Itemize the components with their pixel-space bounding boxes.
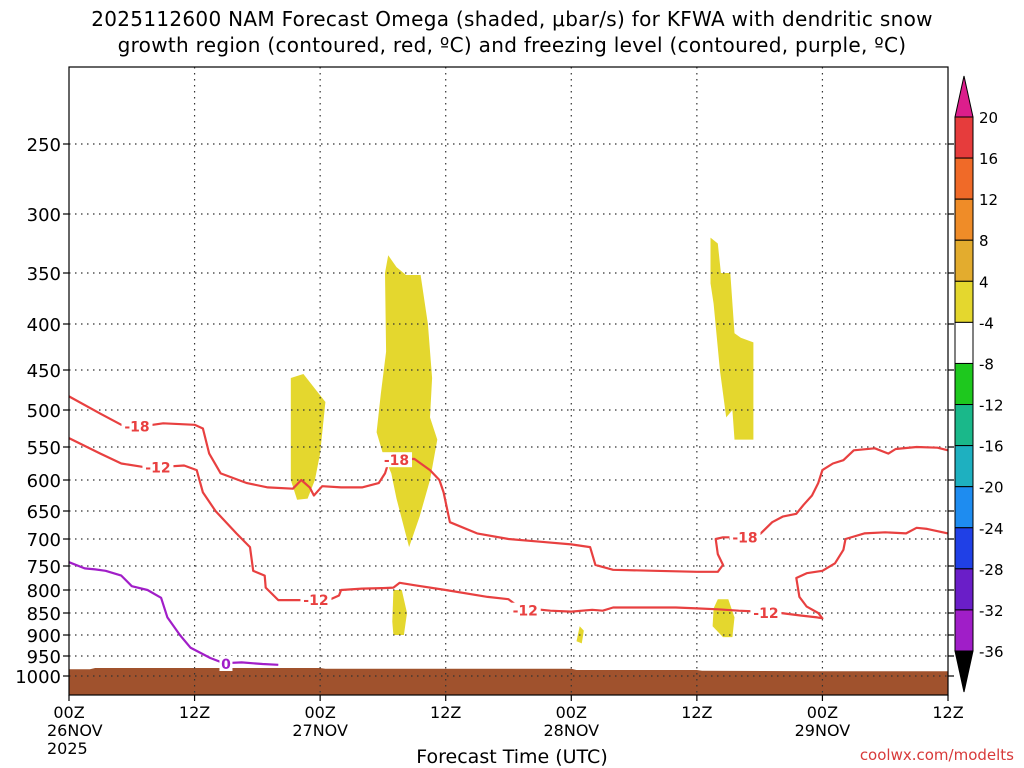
colorbar-label-4: 4: [979, 273, 989, 291]
omega-4-8-area-6: [712, 599, 735, 638]
colorbar-bottom-arrow: [954, 650, 974, 693]
contour-label-0: -18: [124, 419, 149, 435]
contour-label-bg-0: [121, 418, 153, 434]
colorbar-swatch-12: [954, 609, 974, 652]
contour-label-6: -12: [753, 606, 778, 622]
colorbar-label-2: 12: [979, 191, 998, 209]
x-tick-label-0-line2: 26NOV: [47, 721, 103, 740]
omega-4-8-area-1: [290, 374, 326, 500]
omega-shaded-layer: [290, 237, 754, 644]
contour-label-4: -12: [513, 604, 538, 620]
colorbar-swatch-4: [954, 280, 974, 323]
credit-text: coolwx.com/modelts: [859, 746, 1014, 764]
colorbar-swatch-2: [954, 198, 974, 241]
y-tick-label-300: 300: [27, 205, 61, 226]
y-tick-label-350: 350: [27, 264, 61, 285]
contour-label-2: -18: [384, 453, 409, 469]
colorbar-label-11: -28: [979, 561, 1004, 579]
colorbar-label-3: 8: [979, 232, 989, 250]
contour-label-bg-7: [219, 656, 233, 671]
contour-label-layer: -18 -12 -18 -12 -12 -18 -12 0: [121, 418, 782, 673]
x-axis-label: Forecast Time (UTC): [416, 746, 608, 768]
colorbar-top-arrow: [954, 75, 974, 118]
x-tick-label-0-line3: 2025: [47, 739, 88, 758]
colorbar-swatch-3: [954, 239, 974, 282]
y-tick-label-650: 650: [27, 502, 61, 523]
contour-layer: [68, 395, 949, 666]
colorbar-swatch-7: [954, 404, 974, 447]
freezing-level-contour: [68, 561, 279, 666]
y-tick-label-400: 400: [27, 315, 61, 336]
x-tick-label-84-line1: 12Z: [932, 703, 963, 722]
y-tick-label-250: 250: [27, 135, 61, 156]
colorbar-label-7: -12: [979, 397, 1004, 415]
chart-title: 2025112600 NAM Forecast Omega (shaded, μ…: [0, 6, 1024, 58]
y-tick-label-850: 850: [27, 604, 61, 625]
colorbar-label-13: -36: [979, 643, 1004, 661]
axes-layer: 2503003504004505005506006507007508008509…: [15, 66, 964, 758]
colorbar-swatch-10: [954, 527, 974, 570]
colorbar-label-1: 16: [979, 150, 998, 168]
contour-label-bg-5: [729, 529, 761, 545]
minus-18-contour-upper: [68, 395, 949, 573]
plot-frame: [68, 66, 949, 696]
grid-layer: [69, 67, 948, 695]
contour-label-bg-6: [750, 605, 782, 620]
colorbar-label-8: -16: [979, 438, 1004, 456]
colorbar-swatch-6: [954, 362, 974, 406]
terrain-layer: [69, 668, 948, 695]
x-tick-label-24-line2: 27NOV: [292, 721, 348, 740]
chart-title-line-2: growth region (contoured, red, ºC) and f…: [117, 33, 907, 57]
colorbar-swatch-1: [954, 157, 974, 200]
x-tick-label-36-line1: 12Z: [430, 703, 461, 722]
y-tick-label-550: 550: [27, 438, 61, 459]
contour-label-bg-2: [381, 452, 413, 468]
colorbar-label-10: -24: [979, 520, 1004, 538]
x-tick-label-72-line2: 29NOV: [795, 721, 851, 740]
colorbar-label-9: -20: [979, 479, 1004, 497]
colorbar-label-5: -4: [979, 314, 994, 332]
y-tick-label-950: 950: [27, 647, 61, 668]
colorbar-label-12: -32: [979, 602, 1004, 620]
minus-12-contour-lower: [68, 437, 949, 620]
y-tick-label-750: 750: [27, 557, 61, 578]
y-tick-label-1000: 1000: [15, 667, 61, 688]
y-tick-label-500: 500: [27, 401, 61, 422]
y-tick-label-600: 600: [27, 471, 61, 492]
contour-label-bg-1: [142, 459, 174, 475]
x-tick-label-0-line1: 00Z: [53, 703, 84, 722]
colorbar-swatch-0: [954, 116, 974, 159]
x-tick-label-48-line1: 00Z: [556, 703, 587, 722]
omega-4-8-area-2: [376, 255, 438, 548]
y-tick-label-450: 450: [27, 361, 61, 382]
contour-label-7: 0: [221, 657, 231, 673]
x-tick-label-24-line1: 00Z: [304, 703, 335, 722]
y-tick-label-700: 700: [27, 530, 61, 551]
x-tick-label-72-line1: 00Z: [807, 703, 838, 722]
colorbar-swatch-9: [954, 486, 974, 529]
x-tick-label-48-line2: 28NOV: [543, 721, 599, 740]
contour-label-bg-3: [300, 592, 332, 608]
contour-label-5: -18: [732, 530, 757, 546]
omega-4-8-area-5: [710, 237, 754, 440]
colorbar-label-0: 20: [979, 109, 998, 127]
colorbar-label-6: -8: [979, 355, 994, 373]
colorbar-swatch-11: [954, 568, 974, 611]
contour-label-bg-4: [509, 602, 541, 618]
contour-label-3: -12: [303, 593, 328, 609]
y-tick-label-900: 900: [27, 626, 61, 647]
contour-label-1: -12: [145, 460, 170, 476]
x-tick-label-60-line1: 12Z: [681, 703, 712, 722]
colorbar-swatch-8: [954, 445, 974, 488]
x-tick-label-12-line1: 12Z: [179, 703, 210, 722]
ground-surface: [69, 668, 948, 695]
chart-title-line-1: 2025112600 NAM Forecast Omega (shaded, μ…: [91, 7, 933, 31]
colorbar-swatch-5: [954, 321, 974, 364]
colorbar: 20 16 12 8 4 -4 -8 -12 -16 -20 -24 -28 -32 -36: [954, 75, 1004, 693]
y-tick-label-800: 800: [27, 581, 61, 602]
